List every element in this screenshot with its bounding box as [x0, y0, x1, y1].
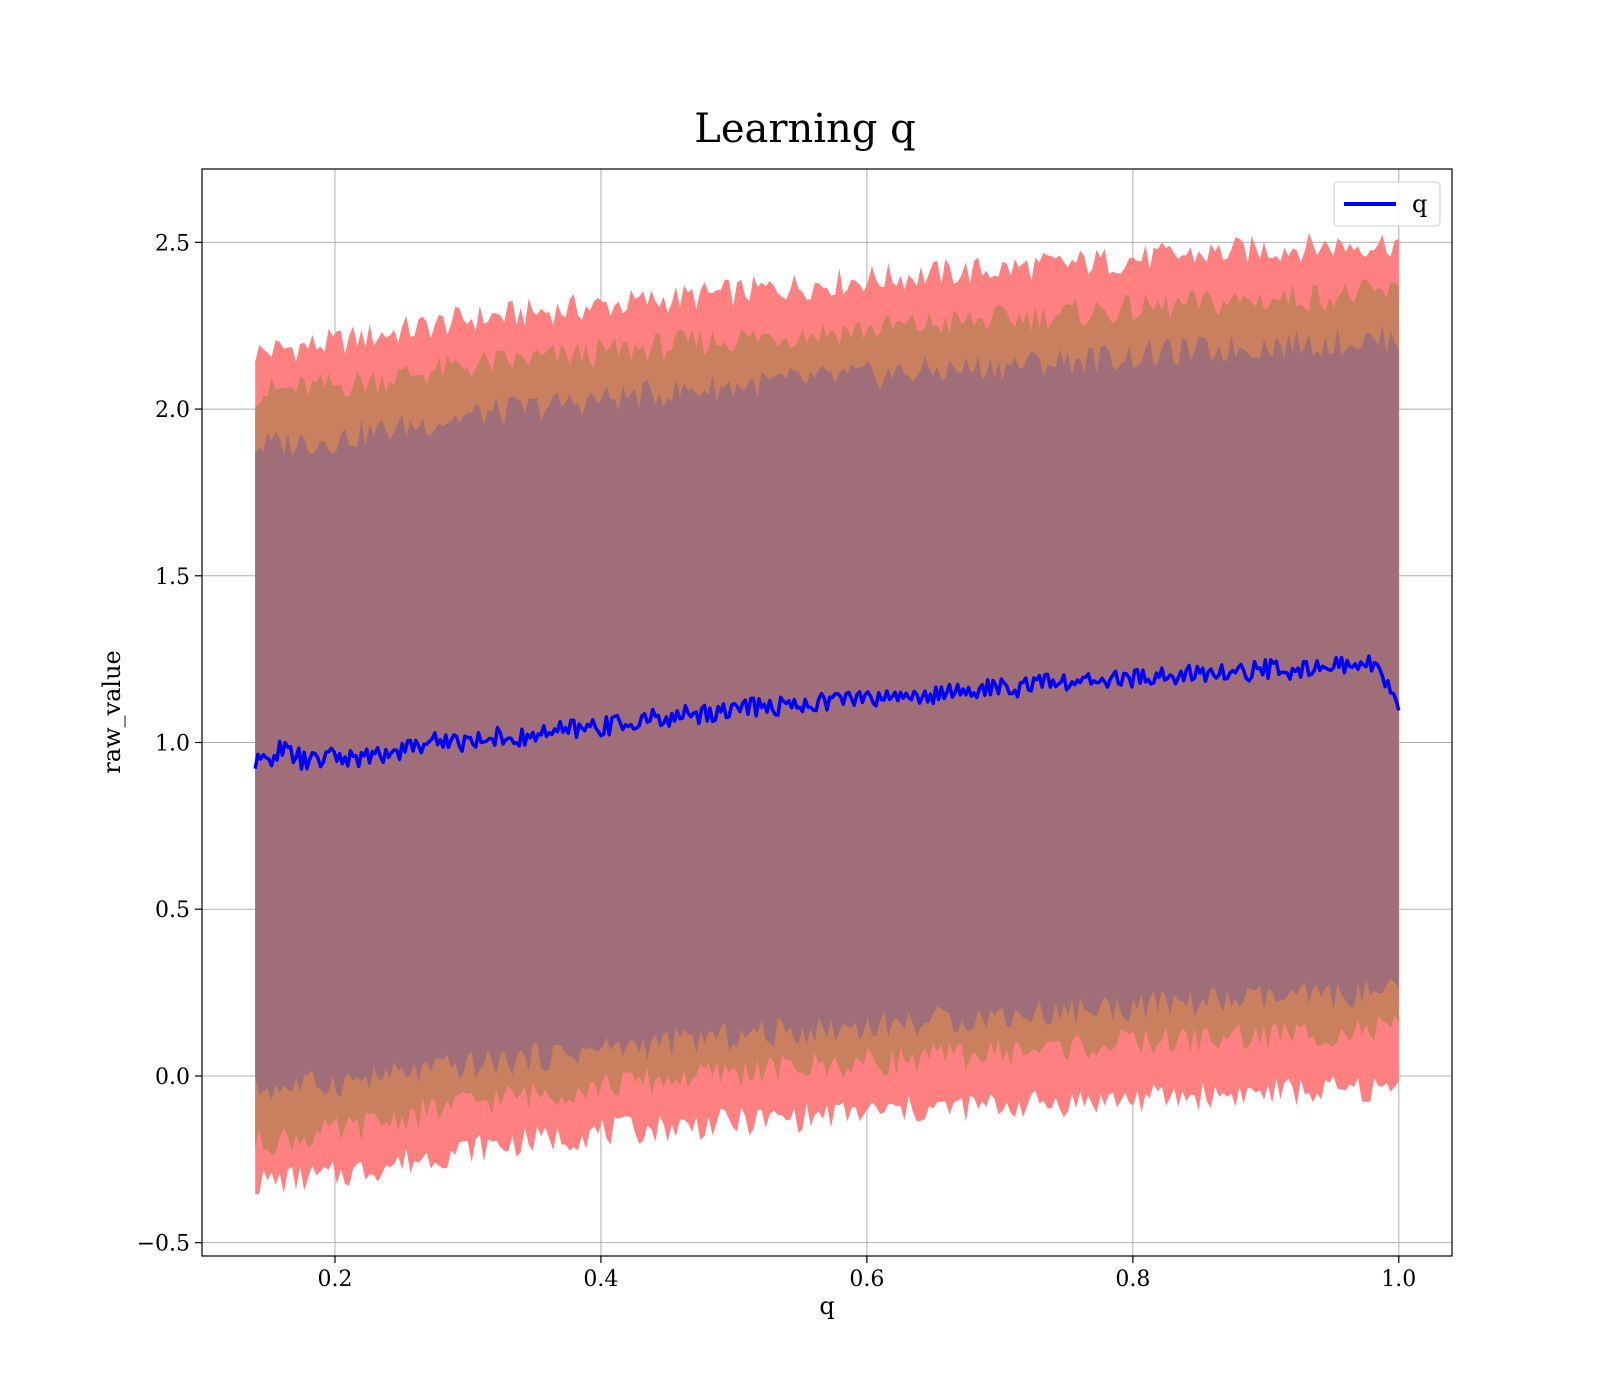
x-tick-label-4: 1.0: [1381, 1267, 1416, 1292]
plot-frame: [201, 168, 1453, 1257]
legend-label-q: q: [1412, 190, 1427, 218]
band-inner: [255, 325, 1399, 1100]
chart-title: Learning q: [694, 106, 915, 152]
confidence-bands: [255, 232, 1399, 1195]
y-axis-ticks: −0.5 0.0 0.5 1.0 1.5 2.0 2.5: [137, 231, 202, 1257]
legend: q: [1333, 181, 1441, 227]
x-axis-label: q: [819, 1292, 834, 1320]
x-axis-ticks: 0.2 0.4 0.6 0.8 1.0: [317, 1256, 1416, 1292]
y-tick-label-5: 2.0: [155, 398, 190, 423]
y-tick-label-3: 1.0: [155, 732, 190, 757]
x-tick-label-0: 0.2: [317, 1267, 352, 1292]
series-lines: [253, 654, 1401, 771]
y-tick-label-4: 1.5: [155, 565, 190, 590]
series-line-q: [253, 654, 1401, 771]
y-tick-label-2: 0.5: [155, 898, 190, 923]
y-axis-label: raw_value: [98, 650, 126, 774]
x-tick-label-3: 0.8: [1115, 1267, 1150, 1292]
y-tick-label-0: −0.5: [137, 1232, 190, 1257]
y-tick-label-6: 2.5: [155, 231, 190, 256]
x-tick-label-1: 0.4: [583, 1267, 618, 1292]
y-tick-label-1: 0.0: [155, 1065, 190, 1090]
x-tick-label-2: 0.6: [849, 1267, 884, 1292]
